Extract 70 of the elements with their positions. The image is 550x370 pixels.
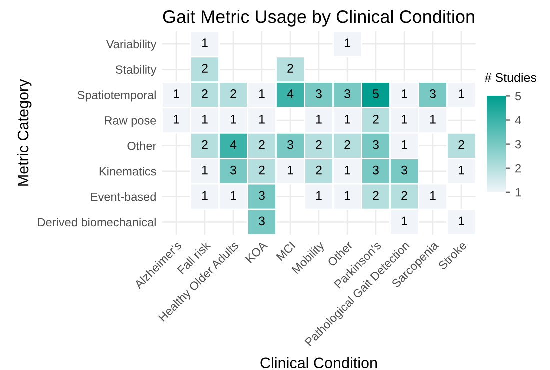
data-label: 5 (373, 90, 379, 98)
data-label: 3 (259, 191, 265, 200)
y-axis-title: Metric Category (17, 79, 32, 186)
data-label: 1 (458, 90, 464, 98)
color-bar-label: 5 (516, 92, 522, 101)
data-label: 3 (316, 90, 322, 98)
data-label: 3 (344, 90, 350, 98)
data-label: 2 (202, 140, 208, 150)
data-label: 1 (202, 191, 208, 200)
data-label: 2 (259, 140, 265, 150)
y-tick-label: Raw pose (105, 116, 156, 128)
data-label: 1 (344, 191, 350, 200)
data-label: 1 (202, 166, 208, 175)
color-bar-title: # Studies (484, 73, 536, 82)
data-label: 3 (259, 216, 265, 226)
data-label: 3 (373, 166, 379, 175)
data-label: 2 (288, 64, 294, 73)
data-label: 1 (259, 90, 265, 98)
color-bar-label: 2 (516, 164, 521, 173)
data-label: 2 (373, 191, 379, 200)
data-label: 2 (402, 191, 408, 200)
data-label: 2 (373, 114, 379, 124)
data-label: 1 (402, 216, 408, 226)
chart-title: Gait Metric Usage by Clinical Condition (163, 10, 474, 27)
y-tick-label: Event-based (91, 192, 156, 202)
data-label: 2 (316, 140, 322, 150)
data-label: 1 (288, 166, 294, 175)
data-label: 1 (202, 115, 208, 124)
data-label: 1 (174, 90, 180, 98)
data-label: 2 (202, 90, 208, 98)
data-label: 3 (373, 140, 379, 150)
data-label: 1 (402, 115, 408, 124)
data-label: 2 (230, 90, 236, 98)
data-label: 2 (344, 140, 350, 150)
data-label: 2 (202, 64, 208, 73)
data-label: 1 (230, 115, 236, 124)
y-tick-label: Kinematics (100, 167, 156, 176)
data-label: 2 (458, 140, 464, 150)
y-tick-label: Spatiotemporal (78, 90, 156, 102)
color-bar-label: 3 (515, 140, 522, 149)
data-label: 3 (430, 90, 436, 98)
y-tick-label: Variability (106, 40, 157, 51)
data-label: 3 (288, 140, 294, 150)
color-bar-label: 4 (515, 116, 522, 125)
y-tick-label: Other (128, 142, 156, 150)
data-label: 1 (202, 38, 208, 48)
data-label: 1 (430, 191, 436, 200)
data-label: 2 (259, 166, 265, 175)
data-label: 1 (259, 115, 265, 124)
y-tick-label: Derived biomechanical (38, 218, 156, 227)
data-label: 3 (402, 166, 408, 175)
data-label: 1 (174, 115, 180, 124)
data-label: 1 (458, 166, 464, 175)
data-label: 1 (344, 115, 350, 124)
data-label: 1 (230, 191, 236, 200)
color-bar-label: 1 (516, 188, 522, 197)
data-label: 2 (316, 166, 322, 175)
data-label: 1 (316, 115, 322, 124)
data-label: 1 (458, 216, 464, 226)
x-axis-title: Clinical Condition (260, 357, 378, 369)
data-label: 4 (287, 90, 294, 98)
data-label: 1 (344, 166, 350, 175)
y-tick-label: Stability (116, 65, 157, 76)
data-label: 4 (230, 140, 237, 150)
data-label: 1 (402, 90, 408, 98)
data-label: 3 (230, 166, 236, 175)
data-label: 1 (402, 140, 408, 150)
data-label: 1 (316, 191, 322, 200)
data-label: 1 (344, 38, 350, 48)
data-label: 1 (430, 115, 436, 124)
